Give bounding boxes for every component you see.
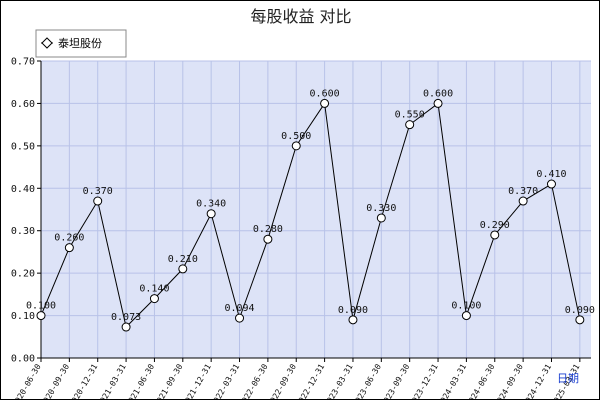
data-point bbox=[263, 234, 273, 244]
data-label: 0.370 bbox=[83, 186, 113, 197]
y-tick-label: 0.10 bbox=[11, 311, 35, 322]
data-point bbox=[206, 209, 216, 219]
legend-label: 泰坦股份 bbox=[58, 36, 102, 50]
data-point bbox=[405, 120, 415, 130]
data-point bbox=[64, 243, 74, 253]
data-label: 0.090 bbox=[338, 305, 368, 316]
data-label: 0.140 bbox=[139, 284, 169, 295]
x-tick-label: 2023-09-30 bbox=[380, 362, 412, 399]
data-label: 0.090 bbox=[565, 305, 595, 316]
data-point bbox=[291, 141, 301, 151]
data-label: 0.210 bbox=[168, 254, 198, 265]
x-tick-label: 2020-12-31 bbox=[68, 362, 100, 399]
x-axis-title: 日期 bbox=[557, 372, 579, 385]
x-tick-label: 2022-12-31 bbox=[294, 362, 326, 399]
data-point bbox=[348, 315, 358, 325]
x-tick-label: 2024-03-31 bbox=[436, 362, 468, 399]
data-point bbox=[575, 315, 585, 325]
data-point bbox=[93, 196, 103, 206]
data-point bbox=[320, 98, 330, 108]
series-line bbox=[40, 102, 581, 329]
chart-title: 每股收益 对比 bbox=[250, 7, 351, 26]
data-point bbox=[121, 322, 131, 332]
data-point bbox=[490, 230, 500, 240]
data-point bbox=[376, 213, 386, 223]
x-tick-label: 2021-06-30 bbox=[124, 362, 156, 399]
data-label: 0.280 bbox=[253, 224, 283, 235]
data-label: 0.330 bbox=[366, 203, 396, 214]
data-label: 0.100 bbox=[26, 301, 56, 312]
x-tick-label: 2020-06-30 bbox=[11, 362, 43, 399]
data-label: 0.290 bbox=[480, 220, 510, 231]
data-point bbox=[546, 179, 556, 189]
data-label: 0.600 bbox=[310, 88, 340, 99]
x-tick-label: 2022-09-30 bbox=[266, 362, 298, 399]
data-point bbox=[518, 196, 528, 206]
data-label: 0.340 bbox=[196, 199, 226, 210]
data-label: 0.094 bbox=[224, 303, 254, 314]
x-tick-label: 2021-09-30 bbox=[153, 362, 185, 399]
x-tick-label: 2024-09-30 bbox=[493, 362, 525, 399]
y-tick-label: 0.30 bbox=[11, 226, 35, 237]
data-label: 0.370 bbox=[508, 186, 538, 197]
x-tick-label: 2023-03-31 bbox=[323, 362, 355, 399]
data-point bbox=[235, 313, 245, 323]
x-tick-label: 2023-06-30 bbox=[351, 362, 383, 399]
y-tick-label: 0.60 bbox=[11, 99, 35, 110]
data-point bbox=[149, 294, 159, 304]
data-point bbox=[36, 311, 46, 321]
plot-area bbox=[41, 61, 591, 358]
y-tick-label: 0.40 bbox=[11, 184, 35, 195]
data-label: 0.550 bbox=[395, 110, 425, 121]
x-tick-label: 2020-09-30 bbox=[39, 362, 71, 399]
data-point bbox=[433, 98, 443, 108]
data-label: 0.260 bbox=[54, 233, 84, 244]
y-tick-label: 0.70 bbox=[11, 57, 35, 68]
y-tick-label: 0.00 bbox=[11, 354, 35, 365]
x-tick-label: 2021-12-31 bbox=[181, 362, 213, 399]
data-point bbox=[178, 264, 188, 274]
x-tick-label: 2024-12-31 bbox=[521, 362, 553, 399]
data-label: 0.600 bbox=[423, 88, 453, 99]
data-label: 0.410 bbox=[536, 169, 566, 180]
x-tick-label: 2024-06-30 bbox=[465, 362, 497, 399]
data-label: 0.073 bbox=[111, 312, 141, 323]
data-point bbox=[461, 311, 471, 321]
x-tick-label: 2022-03-31 bbox=[209, 362, 241, 399]
legend-marker-icon bbox=[41, 37, 53, 49]
data-label: 0.500 bbox=[281, 131, 311, 142]
data-label: 0.100 bbox=[451, 301, 481, 312]
y-tick-label: 0.50 bbox=[11, 141, 35, 152]
x-tick-label: 2023-12-31 bbox=[408, 362, 440, 399]
x-tick-label: 2021-03-31 bbox=[96, 362, 128, 399]
x-tick-label: 2022-06-30 bbox=[238, 362, 270, 399]
y-tick-label: 0.20 bbox=[11, 269, 35, 280]
